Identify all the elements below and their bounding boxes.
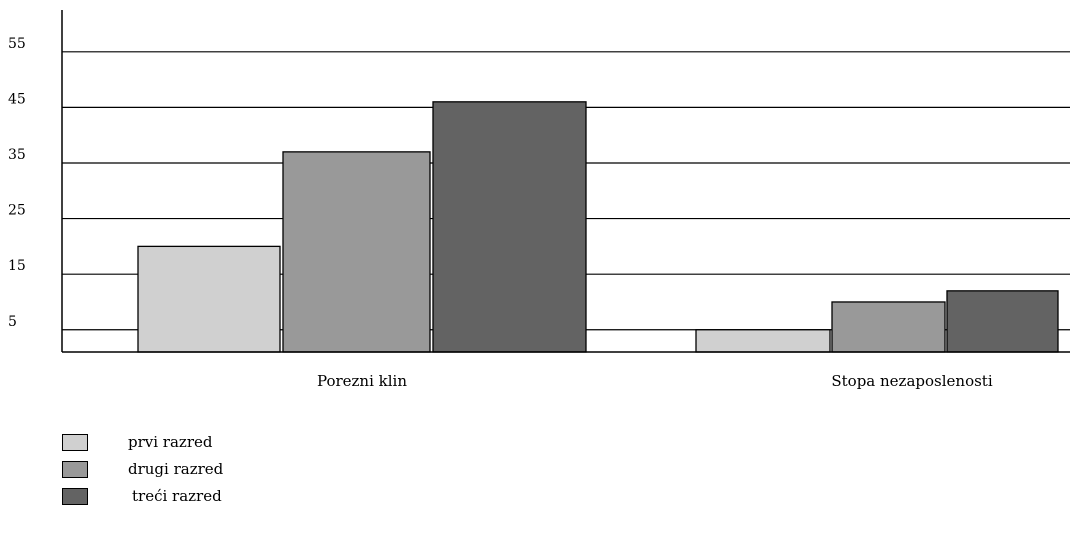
- bar-chart: 55 45 35 25 15 5 Porezni klin Stopa nezaposlen…: [8, 10, 1070, 390]
- y-tick-label: 25: [8, 203, 26, 219]
- y-tick-label: 45: [8, 91, 26, 107]
- bar-1: [695, 329, 831, 353]
- bar-3: [946, 290, 1059, 353]
- bar-1: [137, 245, 281, 353]
- y-tick-label: 5: [8, 314, 17, 330]
- legend-swatch: [62, 488, 88, 505]
- bar-2: [282, 151, 431, 353]
- legend-label: treći razred: [132, 487, 222, 505]
- x-category-labels: Porezni klin Stopa nezaposlenosti: [317, 372, 993, 390]
- y-tick-label: 15: [8, 258, 26, 274]
- legend-label: prvi razred: [128, 433, 213, 451]
- bars: [137, 101, 1059, 353]
- bar-3: [432, 101, 587, 353]
- y-tick-label: 35: [8, 147, 26, 163]
- y-tick-labels: 55 45 35 25 15 5: [8, 36, 26, 330]
- bar-2: [831, 301, 946, 353]
- legend-swatch: [62, 461, 88, 478]
- x-category-label: Stopa nezaposlenosti: [831, 372, 992, 390]
- legend-swatch: [62, 434, 88, 451]
- legend-label: drugi razred: [128, 460, 224, 478]
- x-category-label: Porezni klin: [317, 372, 407, 390]
- y-tick-label: 55: [8, 36, 26, 52]
